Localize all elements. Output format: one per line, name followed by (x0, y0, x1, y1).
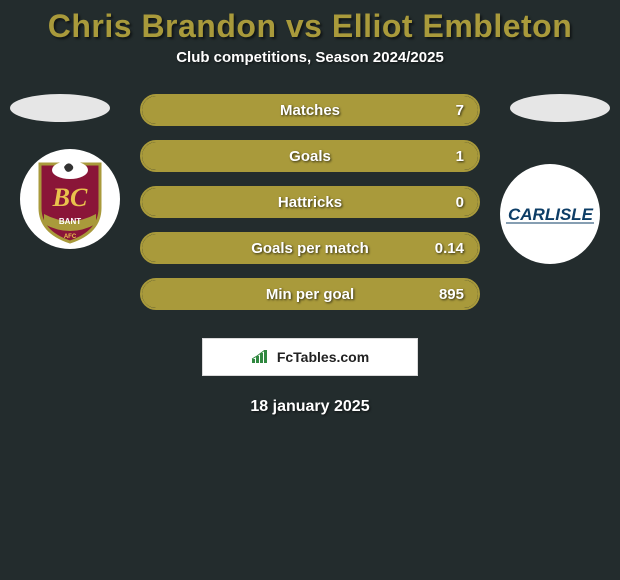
stat-value-right: 1 (456, 148, 464, 165)
club-badge-left: BC BANT AFC (20, 149, 120, 249)
bradford-city-crest-icon: BC BANT AFC (30, 154, 110, 244)
svg-text:BANT: BANT (59, 217, 81, 226)
date-text: 18 january 2025 (0, 398, 620, 416)
page-title: Chris Brandon vs Elliot Embleton (0, 0, 620, 49)
svg-text:AFC: AFC (64, 234, 77, 240)
player-oval-left (10, 94, 110, 122)
stat-value-right: 895 (439, 286, 464, 303)
fctables-badge: FcTables.com (202, 338, 418, 376)
stat-label: Hattricks (142, 194, 478, 211)
stat-value-right: 7 (456, 102, 464, 119)
stat-row: Hattricks 0 (140, 186, 480, 218)
carlisle-logo-icon: CARLISLE (506, 202, 594, 226)
stat-label: Goals per match (142, 240, 478, 257)
comparison-main: BC BANT AFC CARLISLE Matches 7 Goa (0, 94, 620, 416)
svg-text:CARLISLE: CARLISLE (508, 205, 594, 224)
stats-block: Matches 7 Goals 1 Hattricks 0 Goals per … (140, 94, 480, 310)
stat-row: Goals 1 (140, 140, 480, 172)
bar-chart-icon (251, 350, 271, 364)
fctables-text: FcTables.com (277, 349, 369, 365)
club-badge-right: CARLISLE (500, 164, 600, 264)
page-subtitle: Club competitions, Season 2024/2025 (0, 49, 620, 94)
stat-row: Goals per match 0.14 (140, 232, 480, 264)
stat-row: Min per goal 895 (140, 278, 480, 310)
stat-label: Matches (142, 102, 478, 119)
stat-row: Matches 7 (140, 94, 480, 126)
stat-value-right: 0.14 (435, 240, 464, 257)
page-root: Chris Brandon vs Elliot Embleton Club co… (0, 0, 620, 416)
stat-label: Min per goal (142, 286, 478, 303)
svg-text:BC: BC (52, 183, 88, 212)
player-oval-right (510, 94, 610, 122)
stat-value-right: 0 (456, 194, 464, 211)
stat-label: Goals (142, 148, 478, 165)
